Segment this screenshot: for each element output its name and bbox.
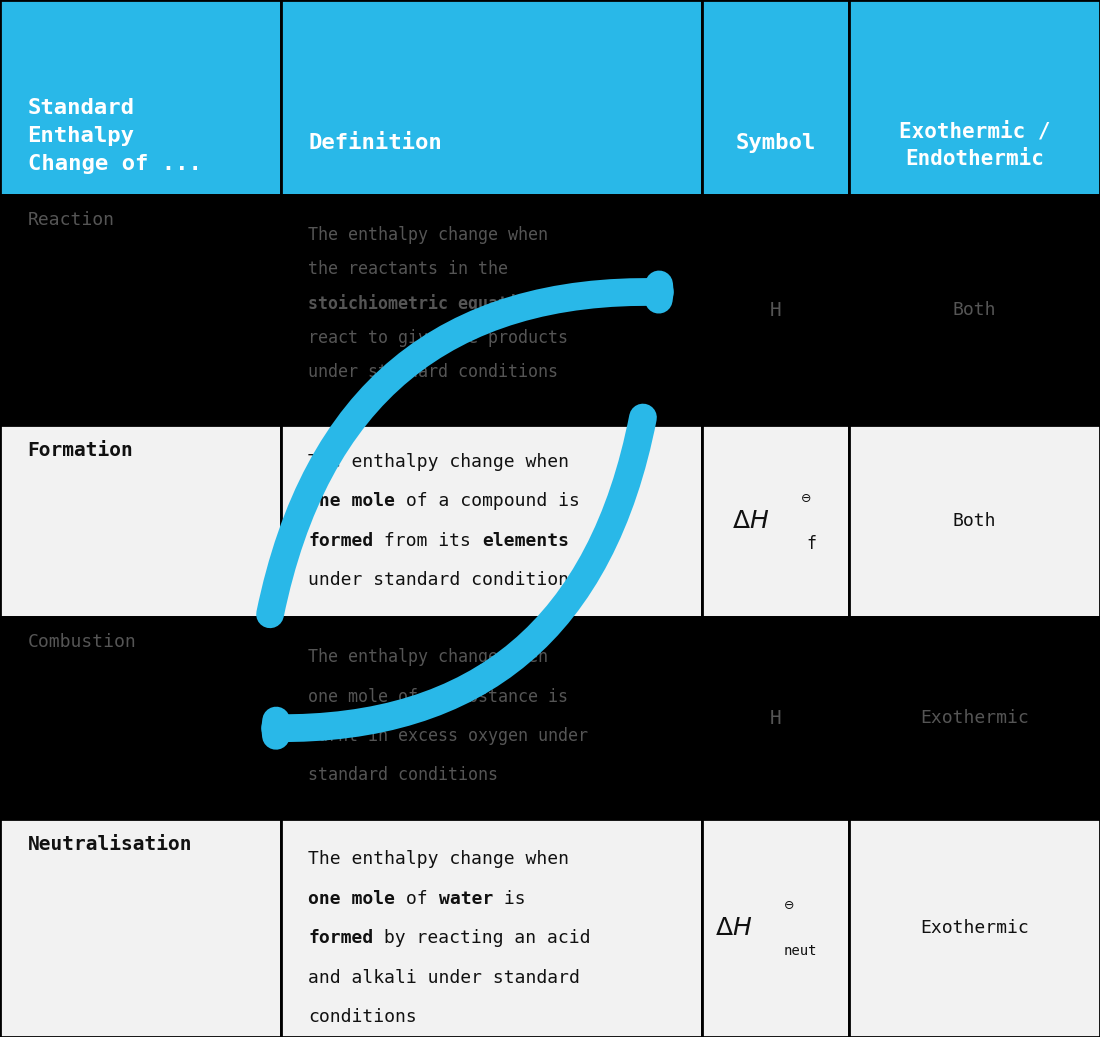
Bar <box>702 195 849 425</box>
Text: from its: from its <box>373 532 482 550</box>
Bar <box>702 617 849 819</box>
Bar <box>849 425 1100 617</box>
Text: Combustion: Combustion <box>28 633 136 650</box>
Bar <box>280 819 702 1037</box>
Text: is: is <box>493 890 526 907</box>
Text: of a compound is: of a compound is <box>395 493 580 510</box>
Text: stoichiometric equation: stoichiometric equation <box>308 295 538 313</box>
Text: Definition: Definition <box>308 134 442 153</box>
Bar <box>849 0 1100 195</box>
Text: under standard conditions: under standard conditions <box>308 571 580 589</box>
Bar <box>702 425 849 617</box>
Text: $\Delta H$: $\Delta H$ <box>715 916 752 941</box>
Text: Both: Both <box>953 301 997 319</box>
Text: $\Delta H$: $\Delta H$ <box>732 509 769 533</box>
Text: Exothermic: Exothermic <box>921 709 1028 727</box>
Bar <box>280 195 702 425</box>
Text: by reacting an acid: by reacting an acid <box>373 929 591 947</box>
Text: Reaction: Reaction <box>28 211 114 228</box>
Text: of: of <box>395 890 439 907</box>
Text: The enthalpy change when: The enthalpy change when <box>308 226 548 244</box>
Bar <box>0 195 280 425</box>
Text: $\ominus$: $\ominus$ <box>800 492 811 505</box>
Bar <box>0 819 280 1037</box>
Text: one mole of a substance is: one mole of a substance is <box>308 688 568 705</box>
Text: the reactants in the: the reactants in the <box>308 260 508 278</box>
Bar <box>849 617 1100 819</box>
Text: burnt in excess oxygen under: burnt in excess oxygen under <box>308 727 588 745</box>
Text: and alkali under standard: and alkali under standard <box>308 969 580 986</box>
Text: The enthalpy change when: The enthalpy change when <box>308 850 569 868</box>
Bar <box>280 425 702 617</box>
Text: react to give the products: react to give the products <box>308 329 568 346</box>
Bar <box>0 425 280 617</box>
Text: conditions: conditions <box>308 1008 417 1026</box>
Text: Symbol: Symbol <box>736 134 815 153</box>
Text: Neutralisation: Neutralisation <box>28 835 192 853</box>
Text: formed: formed <box>308 929 373 947</box>
Bar <box>849 819 1100 1037</box>
Text: f: f <box>806 535 816 553</box>
Bar <box>280 617 702 819</box>
Text: $\ominus$: $\ominus$ <box>783 899 794 912</box>
Text: one mole: one mole <box>308 890 395 907</box>
Text: Exothermic: Exothermic <box>921 919 1028 937</box>
Text: Formation: Formation <box>28 441 133 459</box>
Text: formed: formed <box>308 532 373 550</box>
Bar <box>702 0 849 195</box>
Text: one mole: one mole <box>308 493 395 510</box>
Bar <box>702 819 849 1037</box>
Text: H: H <box>770 708 781 728</box>
Text: The enthalpy change when: The enthalpy change when <box>308 453 569 471</box>
Bar <box>0 617 280 819</box>
Text: elements: elements <box>482 532 569 550</box>
Text: Both: Both <box>953 512 997 530</box>
Bar <box>280 0 702 195</box>
Text: water: water <box>439 890 493 907</box>
Bar <box>849 195 1100 425</box>
Text: under standard conditions: under standard conditions <box>308 363 558 381</box>
Text: neut: neut <box>783 944 816 958</box>
Text: Exothermic /
Endothermic: Exothermic / Endothermic <box>899 121 1050 169</box>
Text: H: H <box>770 301 781 319</box>
Text: The enthalpy change when: The enthalpy change when <box>308 648 548 666</box>
Text: standard conditions: standard conditions <box>308 766 498 784</box>
Bar <box>0 0 280 195</box>
Text: Standard
Enthalpy
Change of ...: Standard Enthalpy Change of ... <box>28 99 201 174</box>
